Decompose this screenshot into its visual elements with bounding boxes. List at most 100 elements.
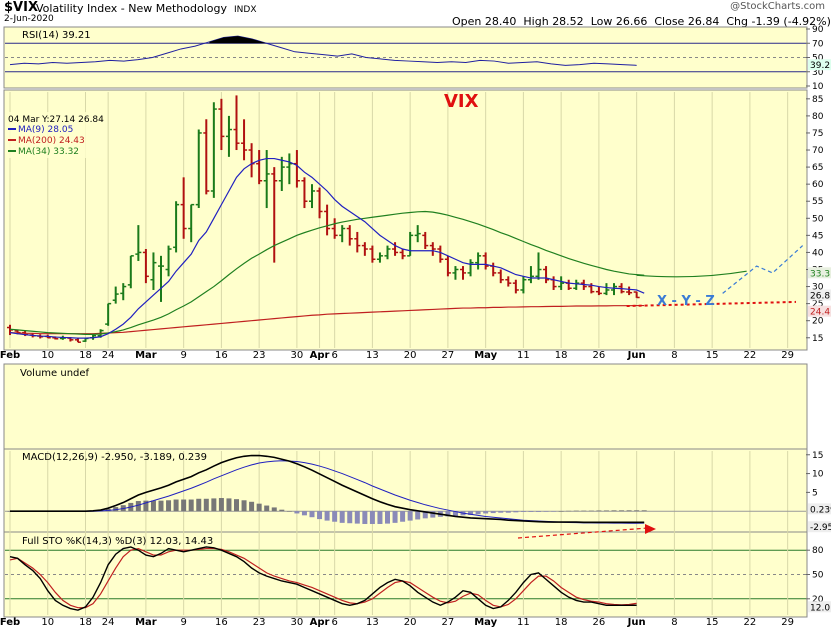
macd-histogram-bar (543, 511, 549, 512)
price-tick-label: 40 (812, 248, 824, 258)
volume-title: Volume undef (20, 368, 90, 379)
ma34-line (9, 210, 645, 335)
x-tick-label: 30 (291, 350, 304, 361)
macd-histogram-bar (301, 511, 307, 516)
projection-dashed-path (722, 245, 804, 294)
price-tick-label: 20 (812, 317, 824, 327)
macd-histogram-bar (445, 511, 451, 517)
x-tick-label: 16 (215, 350, 228, 361)
macd-histogram-bar (536, 511, 541, 512)
x-tick-label: Feb (0, 350, 20, 361)
x-tick-label: 18 (79, 350, 92, 361)
macd-hist-value-tag-box (808, 503, 831, 515)
macd-histogram-bar (173, 499, 179, 512)
x-tick-label: Mar (135, 617, 157, 628)
macd-histogram-bar (218, 498, 224, 512)
x-tick-label: 13 (366, 350, 379, 361)
price-panel (3, 89, 808, 351)
x-tick-label: 23 (253, 350, 266, 361)
price-tick-label: 60 (812, 180, 824, 190)
legend-label: MA(9) 28.05 (18, 125, 73, 135)
macd-histogram-bar (181, 499, 187, 512)
macd-divergence-arrow (517, 527, 649, 539)
x-tick-label: 15 (706, 350, 719, 361)
ma200-value-tag-box (808, 305, 831, 317)
x-tick-label: 13 (366, 617, 379, 628)
x-tick-label: 22 (744, 617, 757, 628)
macd-histogram-bar (226, 498, 232, 512)
x-tick-label: 20 (404, 350, 417, 361)
vix-annotation: VIX (444, 91, 479, 112)
ohlc-summary: Open 28.40 High 28.52 Low 26.66 Close 26… (452, 15, 831, 28)
macd-histogram-bar (430, 511, 436, 518)
macd-histogram-bar (566, 510, 572, 512)
x-tick-label: 30 (291, 617, 304, 628)
arrow-head-icon (645, 524, 656, 534)
macd-histogram-bar (490, 511, 496, 514)
macd-histogram-bar (339, 511, 345, 523)
rsi-line (9, 35, 637, 66)
instrument-name: Volatility Index - New Methodology INDX (36, 2, 257, 15)
price-tick-label: 70 (812, 146, 824, 156)
macd-histogram-bar (641, 510, 647, 512)
macd-histogram-bar (551, 511, 557, 512)
macd-histogram-bar (286, 511, 292, 512)
macd-histogram-bar (332, 511, 338, 522)
macd-histogram-bar (528, 511, 534, 512)
x-tick-label: 8 (671, 350, 677, 361)
x-tick-label: 6 (331, 617, 337, 628)
macd-value-tag: -2.95 (810, 523, 831, 533)
x-tick-label: 16 (215, 617, 228, 628)
rsi-tick-label: 10 (812, 82, 824, 92)
x-tick-label: 9 (180, 617, 186, 628)
price-tick-label: 30 (812, 283, 824, 293)
support-dashed-line (626, 300, 797, 308)
macd-histogram-bar (588, 510, 594, 512)
ma9-line (9, 157, 645, 339)
close-value-tag-box (808, 289, 831, 301)
x-tick-label: 24 (102, 617, 115, 628)
macd-histogram-bar (369, 511, 375, 524)
price-tick-label: 15 (812, 334, 823, 344)
price-tick-label: 65 (812, 163, 823, 173)
legend-label: MA(200) 24.43 (18, 136, 85, 146)
macd-histogram-bar (407, 511, 413, 521)
x-tick-label: 18 (555, 617, 568, 628)
macd-histogram-bar (619, 510, 625, 512)
sto-tick-label: 50 (812, 571, 824, 581)
macd-histogram-bar (143, 500, 149, 512)
macd-histogram-bar (581, 510, 587, 512)
x-tick-label: 22 (744, 350, 757, 361)
macd-histogram-bar (362, 511, 368, 524)
macd-histogram-bar (573, 510, 579, 512)
x-tick-label: May (474, 350, 497, 361)
macd-histogram-bar (196, 498, 202, 512)
macd-histogram-bar (483, 511, 489, 514)
macd-histogram-bar (596, 510, 602, 512)
x-tick-label: Jun (627, 617, 646, 628)
close-value-tag: 26.8 (810, 291, 830, 301)
chart-date: 2-Jun-2020 (4, 14, 54, 24)
rsi-tick-label: 30 (812, 68, 824, 78)
rsi-tick-label: 90 (812, 25, 824, 35)
macd-tick-label: 10 (812, 470, 824, 480)
x-tick-label: 11 (517, 617, 530, 628)
x-tick-label: 8 (671, 617, 677, 628)
macd-histogram-bar (513, 511, 519, 513)
x-tick-label: 27 (442, 617, 455, 628)
macd-histogram-bar (324, 511, 330, 521)
macd-histogram-bar (611, 510, 617, 512)
macd-histogram-bar (634, 510, 640, 512)
sto-tick-label: 20 (812, 595, 824, 605)
x-tick-label: 18 (79, 617, 92, 628)
watermark: @StockCharts.com (730, 1, 825, 12)
legend-background (6, 112, 106, 158)
macd-tick-label: 5 (812, 488, 818, 498)
macd-histogram-bar (452, 511, 458, 517)
macd-histogram-bar (626, 510, 632, 512)
ma34-value-tag-box (808, 267, 831, 279)
x-tick-label: 10 (41, 617, 54, 628)
macd-histogram-bar (468, 511, 474, 515)
price-tick-label: 75 (812, 129, 823, 139)
